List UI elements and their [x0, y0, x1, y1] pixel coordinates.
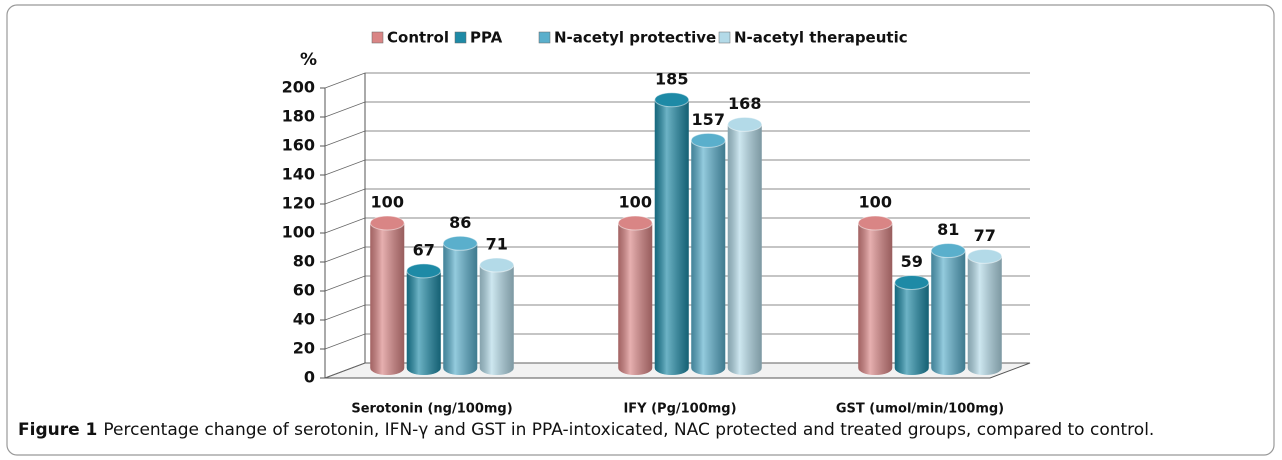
y-tick-label: 80: [293, 252, 315, 271]
bar-top: [690, 132, 726, 148]
caption: Figure 1 Percentage change of serotonin, …: [18, 420, 1154, 440]
bar-top: [930, 243, 966, 259]
x-tick-label: GST (umol/min/100mg): [836, 402, 1004, 417]
legend-swatch: [371, 31, 384, 44]
legend-swatch: [538, 31, 551, 44]
bar-top: [654, 92, 690, 108]
y-tick-label: 20: [293, 339, 315, 358]
bar-shade: [618, 223, 653, 375]
value-label: 71: [486, 235, 508, 254]
value-label: 100: [859, 193, 892, 212]
y-tick-label: 140: [282, 165, 315, 184]
bar-shade: [654, 99, 689, 375]
bar-shade: [406, 270, 441, 375]
bar-top: [857, 215, 893, 231]
value-label: 168: [728, 94, 761, 113]
bar-top: [894, 274, 930, 290]
legend-label: N-acetyl protective: [554, 29, 716, 47]
value-label: 157: [692, 110, 725, 129]
bar-shade: [931, 250, 966, 375]
y-tick-label: 160: [282, 136, 315, 155]
y-tick-label: 60: [293, 281, 315, 300]
caption-text: Percentage change of serotonin, IFN-γ an…: [103, 420, 1154, 440]
bar-shade: [967, 256, 1002, 375]
x-tick-label: Serotonin (ng/100mg): [351, 402, 512, 417]
y-tick-label: 0: [304, 368, 315, 387]
bar-top: [617, 215, 653, 231]
figure-border: [6, 4, 1275, 456]
value-label: 100: [619, 193, 652, 212]
legend-label: PPA: [470, 29, 503, 47]
value-label: 67: [413, 240, 435, 259]
x-tick-label: IFY (Pg/100mg): [623, 402, 736, 417]
y-tick-label: 100: [282, 223, 315, 242]
legend-swatch: [454, 31, 467, 44]
y-axis-label: %: [300, 50, 317, 70]
caption-label: Figure 1: [18, 420, 97, 440]
y-tick-label: 120: [282, 194, 315, 213]
legend-label: N-acetyl therapeutic: [734, 29, 908, 47]
bar-shade: [727, 124, 762, 376]
bar-shade: [691, 140, 726, 375]
y-tick-label: 200: [282, 78, 315, 97]
bar-shade: [894, 282, 929, 375]
value-label: 100: [371, 193, 404, 212]
value-label: 86: [449, 213, 471, 232]
y-tick-label: 40: [293, 310, 315, 329]
value-label: 59: [901, 252, 923, 271]
y-tick-label: 180: [282, 107, 315, 126]
bar-shade: [370, 223, 405, 375]
bar-shade: [479, 265, 514, 375]
legend-swatch: [718, 31, 731, 44]
bar-shade: [858, 223, 893, 375]
bar-top: [442, 235, 478, 251]
bar-top: [967, 248, 1003, 264]
bar-top: [727, 116, 763, 132]
bar-shade: [443, 243, 478, 375]
value-label: 81: [937, 220, 959, 239]
bar-top: [406, 263, 442, 279]
value-label: 77: [974, 226, 996, 245]
bar-top: [369, 215, 405, 231]
value-label: 185: [655, 69, 688, 88]
bar-top: [479, 257, 515, 273]
legend-label: Control: [387, 29, 449, 47]
